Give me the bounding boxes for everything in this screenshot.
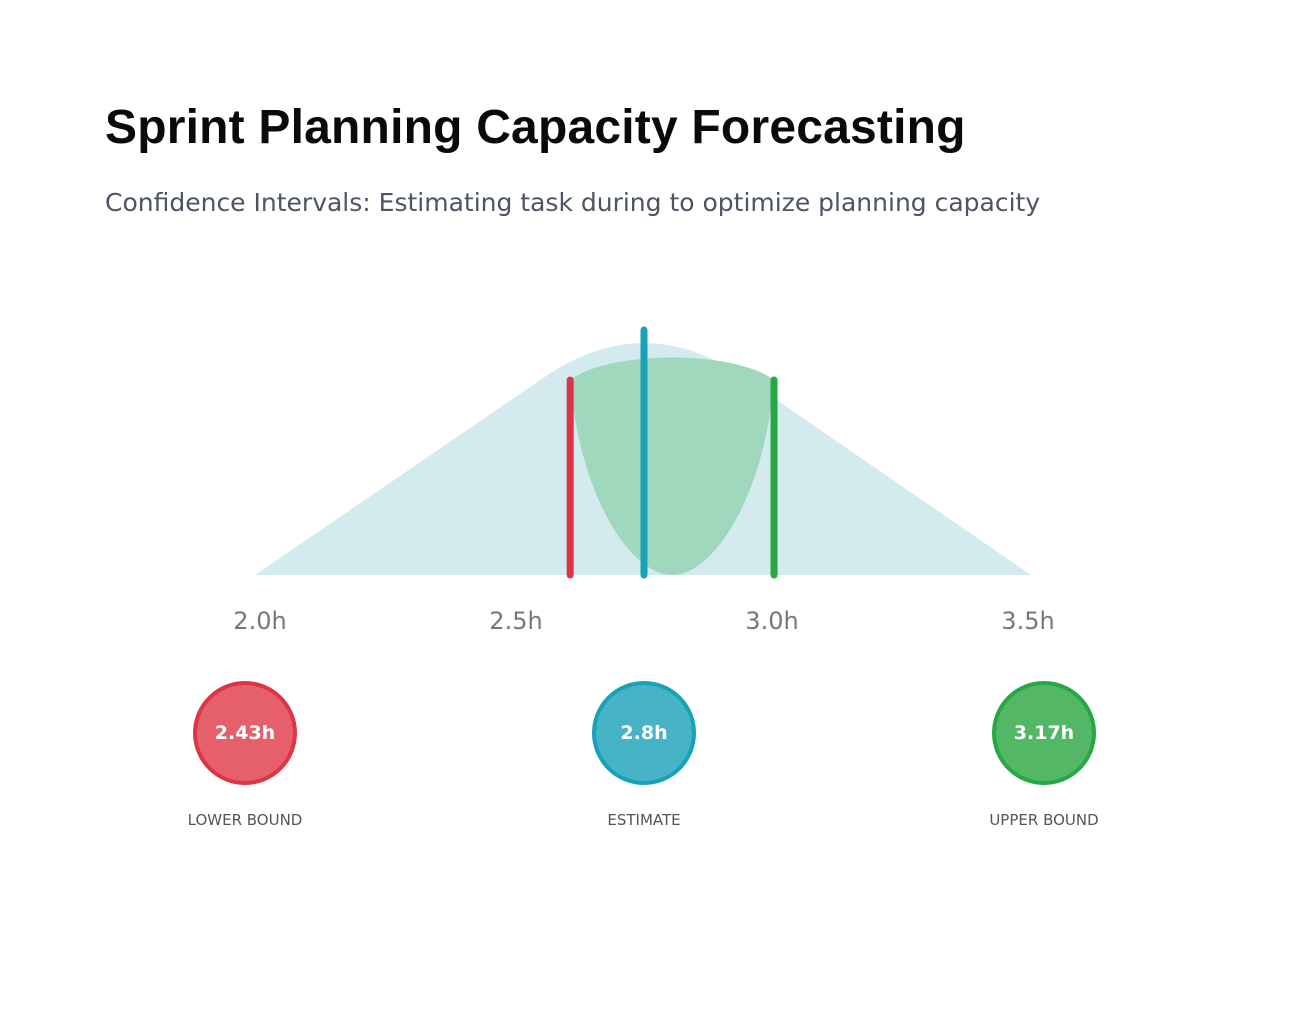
x-axis-ticks: 2.0h 2.5h 3.0h 3.5h	[233, 607, 1054, 635]
estimate-value: 2.8h	[620, 722, 668, 744]
upper-bound-caption: UPPER BOUND	[989, 811, 1099, 829]
estimate-marker: 2.8h	[592, 681, 696, 785]
x-tick-label: 3.5h	[1001, 607, 1054, 635]
estimate-caption: ESTIMATE	[607, 811, 681, 829]
forecast-chart: 2.0h 2.5h 3.0h 3.5h	[233, 326, 1055, 635]
x-tick-label: 3.0h	[745, 607, 798, 635]
chart-title: Sprint Planning Capacity Forecasting	[105, 101, 966, 154]
upper-bound-value: 3.17h	[1013, 722, 1075, 744]
chart-subtitle: Confidence Intervals: Estimating task du…	[105, 188, 1041, 217]
confidence-interval-area	[570, 357, 775, 575]
x-tick-label: 2.5h	[489, 607, 542, 635]
x-tick-label: 2.0h	[233, 607, 286, 635]
upper-bound-marker: 3.17h	[992, 681, 1096, 785]
lower-bound-caption: LOWER BOUND	[187, 811, 303, 829]
lower-bound-value: 2.43h	[214, 722, 276, 744]
lower-bound-marker: 2.43h	[193, 681, 297, 785]
